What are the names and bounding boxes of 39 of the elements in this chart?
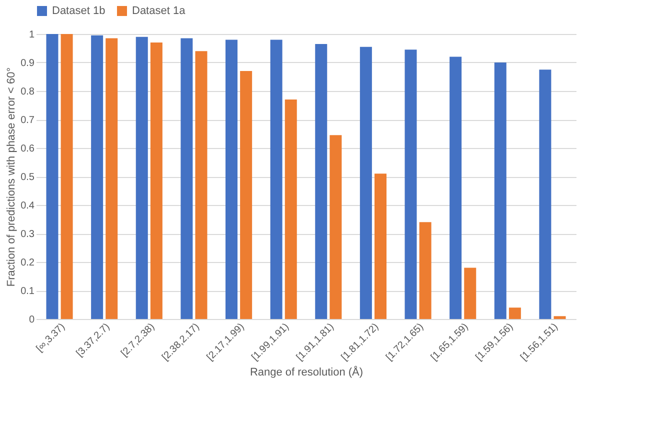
bar: [404, 50, 417, 319]
bar: [91, 35, 104, 319]
bar: [180, 38, 193, 319]
bar: [554, 316, 566, 319]
bar: [60, 34, 73, 319]
y-tick-label: 0.7: [20, 115, 35, 126]
bar: [494, 62, 506, 319]
bar: [106, 38, 118, 319]
bar: [270, 40, 282, 319]
bar: [464, 268, 476, 319]
bar: [419, 222, 432, 319]
y-tick-label: 0.4: [20, 200, 35, 212]
y-tick-label: 0: [28, 314, 35, 326]
y-tick-label: 0.8: [20, 86, 35, 98]
bar: [46, 34, 58, 319]
legend-label: Dataset 1a: [132, 5, 186, 17]
y-tick-label: 0.6: [20, 144, 35, 154]
bar: [284, 100, 297, 319]
bar: [195, 51, 208, 319]
x-axis-title: Range of resolution (Å): [250, 365, 364, 378]
y-tick-label: 0.3: [20, 229, 35, 240]
y-tick-label: 0.1: [20, 286, 35, 297]
y-axis-title: Fraction of predictions with phase error < 60°: [6, 67, 18, 287]
bar: [360, 46, 372, 319]
y-tick-label: 1: [28, 30, 35, 40]
y-tick-label: 0.2: [20, 258, 35, 268]
y-tick-label: 0.9: [20, 58, 35, 69]
bar: [539, 70, 552, 319]
legend-label: Dataset 1b: [52, 5, 106, 17]
bar: [450, 56, 462, 319]
bar: [136, 36, 148, 319]
bar: [315, 44, 328, 319]
bar: [150, 42, 162, 319]
bar: [374, 174, 386, 319]
bar: [330, 135, 342, 319]
y-tick-label: 0.5: [20, 172, 35, 183]
bar: [508, 308, 521, 319]
bar: [226, 40, 238, 319]
bar: [240, 71, 252, 319]
